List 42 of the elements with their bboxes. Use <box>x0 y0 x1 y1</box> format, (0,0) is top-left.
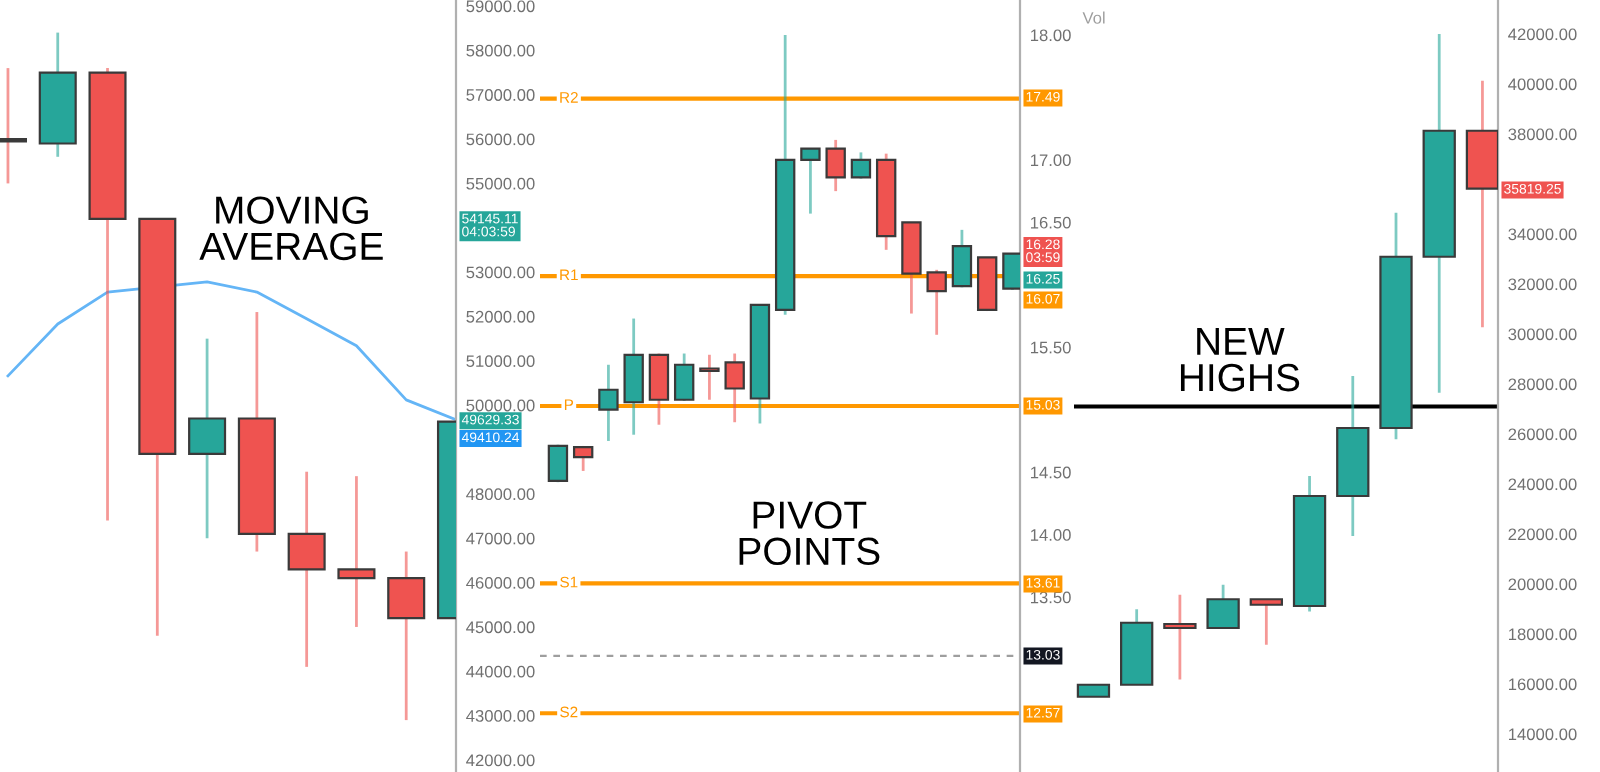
line-series <box>6 280 456 422</box>
y-tick-label: 48000.00 <box>466 488 535 501</box>
y-tick-label: 53000.00 <box>466 266 535 279</box>
y-tick-label: 57000.00 <box>466 89 535 101</box>
y-tick-label: 24000.00 <box>1508 478 1577 491</box>
y-tick-label: 16.50 <box>1030 216 1071 229</box>
y-tick-label: 42000.00 <box>466 754 535 767</box>
y-tick-label: 18.00 <box>1030 29 1071 42</box>
y-tick-label: 30000.00 <box>1508 328 1577 341</box>
y-tick-label: 14.50 <box>1030 466 1071 479</box>
y-tick-label: 51000.00 <box>466 355 535 368</box>
y-tick-label: 38000.00 <box>1508 128 1577 141</box>
y-tick-label: 42000.00 <box>1508 28 1577 41</box>
y-tick-label: 52000.00 <box>466 310 535 323</box>
y-tick-label: 32000.00 <box>1508 278 1577 291</box>
y-tick-label: 56000.00 <box>466 133 535 146</box>
y-tick-label: 50000.00 <box>466 399 535 412</box>
y-tick-label: 14.00 <box>1030 529 1071 541</box>
y-tick-label: 43000.00 <box>466 710 535 722</box>
y-tick-label: 47000.00 <box>466 532 535 545</box>
y-tick-label: 14000.00 <box>1508 728 1577 741</box>
y-tick-label: 44000.00 <box>466 665 535 678</box>
y-tick-label: 18000.00 <box>1508 628 1577 641</box>
y-tick-label: 26000.00 <box>1508 428 1577 441</box>
y-tick-label: 58000.00 <box>466 44 535 57</box>
y-tick-label: 40000.00 <box>1508 78 1577 91</box>
annotation: NEW HIGHS <box>1180 328 1300 392</box>
y-tick-label: 34000.00 <box>1508 228 1577 241</box>
y-tick-label: 13.50 <box>1030 591 1071 604</box>
annotation: Vol <box>1082 11 1105 24</box>
annotation: MOVING AVERAGE <box>199 196 383 261</box>
y-tick-label: 16000.00 <box>1508 678 1577 691</box>
y-tick-label: 15.50 <box>1030 341 1071 354</box>
y-tick-label: 22000.00 <box>1508 528 1577 541</box>
y-tick-label: 55000.00 <box>466 177 535 190</box>
y-tick-label: 20000.00 <box>1508 578 1577 591</box>
annotation: PIVOT POINTS <box>739 501 880 566</box>
y-tick-label: 45000.00 <box>466 621 535 634</box>
y-tick-label: 46000.00 <box>466 577 535 589</box>
y-tick-label: 28000.00 <box>1508 378 1577 391</box>
y-tick-label: 59000.00 <box>466 0 535 13</box>
y-tick-label: 17.00 <box>1030 154 1071 167</box>
